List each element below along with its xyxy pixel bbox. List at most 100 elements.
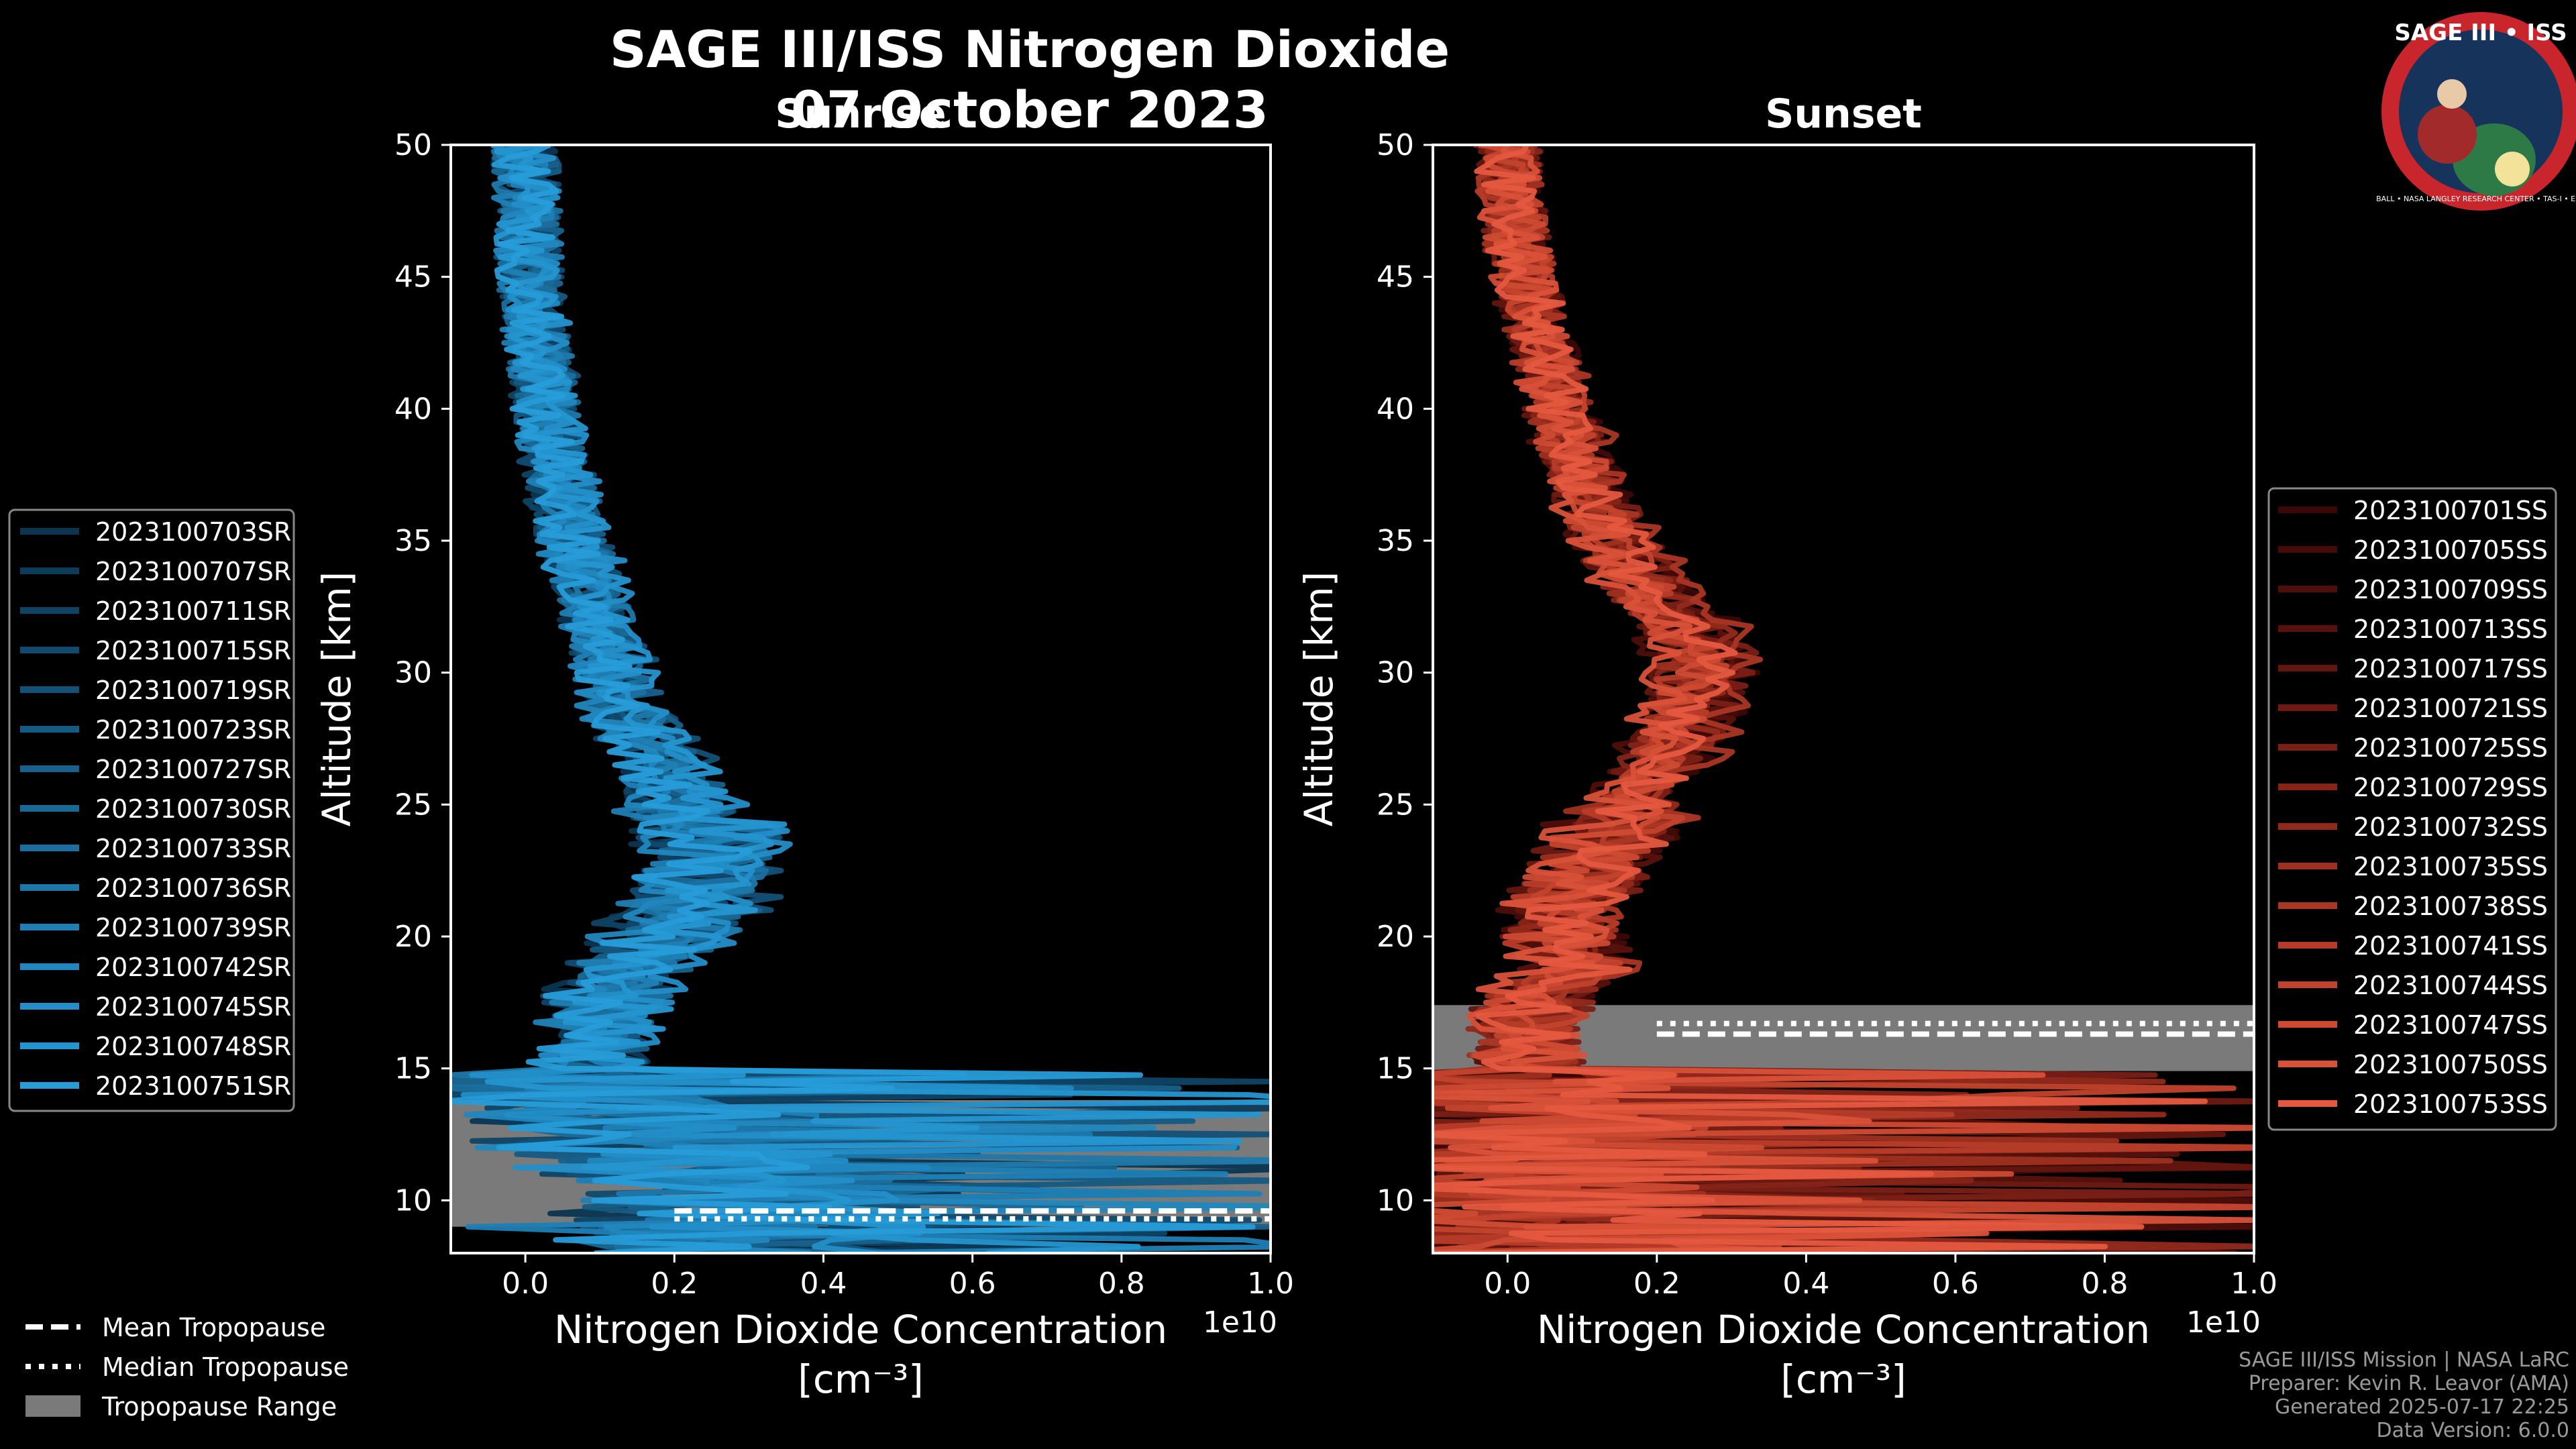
sunset-legend: 2023100701SS 2023100705SS 2023100709SS 2023… (2267, 487, 2557, 1131)
sunrise-legend-frame (8, 508, 295, 1112)
sunrise-panel-title: Sunrise (775, 91, 946, 138)
sunrise-xtick-label: 0.8 (1098, 1267, 1145, 1301)
sunrise-ytick-label: 20 (394, 920, 432, 954)
credits: SAGE III/ISS Mission | NASA LaRC Prepare… (2239, 1348, 2569, 1442)
sunset-ytick-label: 40 (1377, 392, 1414, 426)
sunrise-axes-frame (449, 144, 1272, 1254)
sunset-xtick-label: 0.6 (1932, 1267, 1979, 1301)
sunset-ytick-label: 10 (1377, 1183, 1414, 1218)
sunrise-legend-label: 2023100748SR (95, 1032, 291, 1061)
sunrise-panel: Sunrise 0.0 0.2 0.4 0.6 0.8 1.0 10 15 20 25 30 35 40 4… (314, 91, 1294, 1402)
sunset-legend-label: 2023100729SS (2353, 773, 2548, 802)
sunrise-ytick-label: 45 (394, 260, 432, 294)
sunset-legend-label: 2023100717SS (2353, 654, 2548, 684)
credit-preparer: Preparer: Kevin R. Leavor (AMA) (2249, 1372, 2569, 1395)
sunrise-ytick-label: 35 (394, 524, 432, 558)
figure-date: 07 October 2023 (791, 80, 1269, 140)
sunset-panel: Sunset 0.0 0.2 0.4 0.6 0.8 1.0 10 15 20 25 30 35 40 45… (1296, 91, 2277, 1402)
sunrise-xtick-label: 0.4 (800, 1267, 847, 1301)
sunrise-legend-label: 2023100711SR (95, 596, 291, 626)
sunset-legend-label: 2023100753SS (2353, 1089, 2548, 1119)
credit-generated: Generated 2025-07-17 22:25 (2275, 1395, 2569, 1419)
sunset-xtick-label: 0.4 (1782, 1267, 1829, 1301)
sunset-panel-title: Sunset (1765, 91, 1922, 138)
sage-logo: SAGE III • ISS BALL • NASA LANGLEY RESEA… (2376, 12, 2576, 211)
sunset-legend-label: 2023100741SS (2353, 931, 2548, 961)
sunset-legend-label: 2023100721SS (2353, 694, 2548, 723)
sunset-legend-label: 2023100713SS (2353, 614, 2548, 644)
sunrise-ylabel: Altitude [km] (314, 572, 360, 826)
credit-data-version: Data Version: 6.0.0 (2377, 1419, 2569, 1442)
sunrise-legend-label: 2023100736SR (95, 873, 291, 903)
sunset-x-multiplier: 1e10 (2186, 1305, 2261, 1340)
sunrise-x-multiplier: 1e10 (1203, 1305, 1277, 1340)
sunset-legend-label: 2023100747SS (2353, 1010, 2548, 1040)
sunset-ytick-label: 50 (1377, 128, 1414, 162)
sunset-legend-label: 2023100725SS (2353, 733, 2548, 763)
logo-face (2437, 79, 2467, 109)
sunset-xlabel-units: [cm⁻³] (1780, 1356, 1907, 1402)
sunrise-legend-label: 2023100739SR (95, 913, 291, 943)
tropopause-legend: Mean Tropopause Median Tropopause Tropop… (25, 1313, 349, 1421)
sunrise-legend-label: 2023100742SR (95, 953, 291, 982)
sunset-profile-2023100753SS (1433, 145, 2208, 1253)
sunset-legend-label: 2023100701SS (2353, 496, 2548, 525)
sunset-ytick-label: 45 (1377, 260, 1414, 294)
tropopause-range-swatch (25, 1395, 80, 1417)
sunset-xtick-label: 0.2 (1633, 1267, 1680, 1301)
sunrise-xtick-label: 1.0 (1247, 1267, 1294, 1301)
sunrise-legend-label: 2023100723SR (95, 715, 291, 745)
sunset-ytick-label: 25 (1377, 788, 1414, 822)
sunrise-legend-label: 2023100727SR (95, 755, 291, 784)
tropopause-range-label: Tropopause Range (101, 1392, 337, 1421)
sunset-xtick-label: 1.0 (2231, 1267, 2277, 1301)
logo-sun (2495, 152, 2530, 186)
sunset-legend-frame (2267, 487, 2557, 1131)
sunrise-legend: 2023100703SR 2023100707SR 2023100711SR 2023… (8, 508, 295, 1112)
sunrise-xtick-label: 0.2 (651, 1267, 698, 1301)
sunset-profiles (1433, 145, 2254, 1253)
sunrise-ytick-label: 25 (394, 788, 432, 822)
sunset-legend-label: 2023100738SS (2353, 892, 2548, 921)
logo-text: SAGE III • ISS (2394, 19, 2567, 46)
sunset-xtick-label: 0.8 (2081, 1267, 2128, 1301)
sunrise-legend-label: 2023100745SR (95, 992, 291, 1022)
sunset-ytick-label: 15 (1377, 1052, 1414, 1086)
sunset-legend-label: 2023100732SS (2353, 812, 2548, 842)
sunrise-legend-label: 2023100719SR (95, 676, 291, 705)
logo-ring-text: BALL • NASA LANGLEY RESEARCH CENTER • TA… (2376, 195, 2576, 203)
sunrise-legend-label: 2023100715SR (95, 636, 291, 665)
sunrise-profiles (451, 145, 1271, 1253)
sunrise-ytick-label: 10 (394, 1183, 432, 1218)
sunrise-ytick-label: 50 (394, 128, 432, 162)
sunset-legend-label: 2023100744SS (2353, 971, 2548, 1000)
median-tropopause-label: Median Tropopause (102, 1352, 349, 1382)
sunrise-legend-label: 2023100707SR (95, 557, 291, 586)
sunset-xtick-label: 0.0 (1484, 1267, 1531, 1301)
sunrise-legend-label: 2023100703SR (95, 517, 291, 547)
sunrise-xlabel-units: [cm⁻³] (798, 1356, 924, 1402)
figure-title: SAGE III/ISS Nitrogen Dioxide (610, 19, 1450, 79)
sunrise-profile-2023100751SR (451, 145, 1256, 1253)
sunset-legend-label: 2023100709SS (2353, 575, 2548, 604)
sunrise-xtick-label: 0.0 (502, 1267, 549, 1301)
sunset-ylabel: Altitude [km] (1296, 572, 1342, 826)
sunrise-legend-label: 2023100733SR (95, 834, 291, 863)
credit-mission: SAGE III/ISS Mission | NASA LaRC (2239, 1348, 2569, 1372)
sunrise-xtick-label: 0.6 (949, 1267, 996, 1301)
sunset-xlabel: Nitrogen Dioxide Concentration (1537, 1307, 2150, 1352)
sunset-legend-label: 2023100735SS (2353, 852, 2548, 881)
mean-tropopause-label: Mean Tropopause (102, 1313, 325, 1342)
sunrise-legend-label: 2023100751SR (95, 1071, 291, 1101)
sunrise-ytick-label: 40 (394, 392, 432, 426)
sunrise-xlabel: Nitrogen Dioxide Concentration (554, 1307, 1167, 1352)
sunrise-ytick-label: 30 (394, 656, 432, 690)
sunset-ytick-label: 35 (1377, 524, 1414, 558)
sunrise-ytick-label: 15 (394, 1052, 432, 1086)
logo-figure (2418, 105, 2477, 164)
sunset-ytick-label: 30 (1377, 656, 1414, 690)
sunrise-legend-label: 2023100730SR (95, 794, 291, 824)
sunset-legend-label: 2023100750SS (2353, 1050, 2548, 1079)
sunset-ytick-label: 20 (1377, 920, 1414, 954)
